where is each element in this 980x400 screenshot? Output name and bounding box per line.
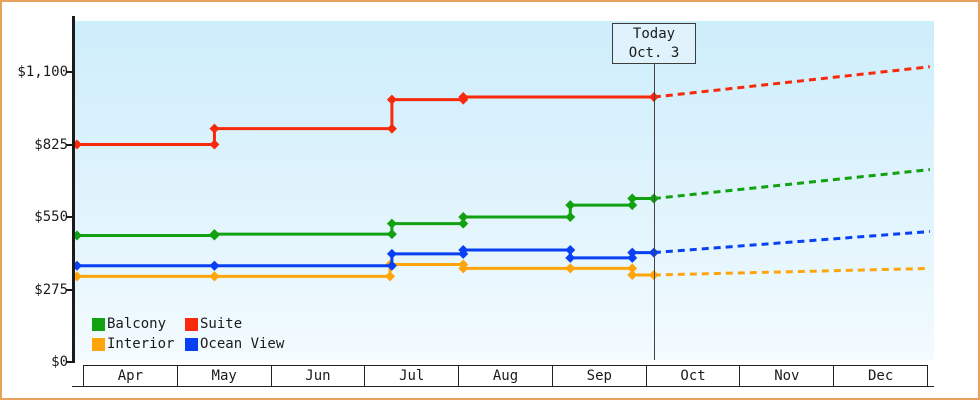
plot-area bbox=[75, 21, 934, 360]
series-marker-ocean-view bbox=[627, 252, 638, 263]
series-projection-balcony bbox=[653, 168, 931, 201]
legend-item-balcony: Balcony bbox=[92, 314, 185, 334]
series-marker-balcony bbox=[627, 200, 638, 211]
month-cell-jul: Jul bbox=[364, 366, 459, 386]
series-line-suite bbox=[76, 95, 654, 146]
legend-label: Ocean View bbox=[200, 336, 285, 352]
month-label: Nov bbox=[774, 368, 800, 384]
series-marker-ocean-view bbox=[565, 244, 576, 255]
series-marker-balcony bbox=[565, 200, 576, 211]
series-marker-interior bbox=[209, 271, 220, 282]
series-marker-suite bbox=[386, 123, 397, 134]
series-marker-ocean-view bbox=[386, 248, 397, 259]
series-marker-balcony bbox=[386, 229, 397, 240]
series-marker-balcony bbox=[209, 229, 220, 240]
series-marker-ocean-view bbox=[627, 247, 638, 258]
y-axis-line bbox=[72, 16, 75, 363]
month-cell-nov: Nov bbox=[739, 366, 834, 386]
y-axis-tick bbox=[66, 71, 73, 73]
legend-swatch-icon bbox=[92, 337, 105, 351]
today-flag-line2: Oct. 3 bbox=[628, 45, 680, 61]
y-axis-tick bbox=[66, 361, 73, 363]
legend-item-interior: Interior bbox=[92, 334, 185, 354]
legend-label: Suite bbox=[200, 316, 243, 332]
y-axis-label: $275 bbox=[34, 281, 68, 298]
series-marker-balcony bbox=[458, 218, 469, 229]
series-marker-interior bbox=[458, 263, 469, 274]
y-axis-tick bbox=[66, 216, 73, 218]
series-marker-balcony bbox=[565, 212, 576, 222]
legend: Balcony Suite Interior Ocean View bbox=[92, 314, 284, 354]
y-axis-label: $0 bbox=[51, 354, 68, 370]
series-marker-balcony bbox=[648, 193, 659, 204]
today-flag: Today Oct. 3 bbox=[612, 23, 696, 64]
month-label: Sep bbox=[586, 368, 612, 384]
series-marker-balcony bbox=[386, 218, 397, 229]
legend-label: Balcony bbox=[107, 316, 167, 332]
month-label: Jul bbox=[399, 368, 425, 384]
month-label: Apr bbox=[117, 368, 144, 384]
series-marker-ocean-view bbox=[565, 252, 576, 263]
today-flag-line1: Today bbox=[632, 26, 676, 42]
month-label: Aug bbox=[492, 368, 519, 384]
y-axis-label: $825 bbox=[34, 136, 68, 153]
series-marker-suite bbox=[209, 139, 220, 150]
series-marker-ocean-view bbox=[458, 244, 469, 255]
series-marker-interior bbox=[565, 263, 576, 274]
series-marker-suite bbox=[386, 94, 397, 105]
y-axis-tick bbox=[66, 143, 73, 146]
month-cell-jun: Jun bbox=[270, 366, 365, 386]
series-marker-suite bbox=[648, 92, 659, 103]
legend-swatch-icon bbox=[185, 317, 198, 331]
month-cell-aug: Aug bbox=[458, 366, 552, 386]
legend-item-suite: Suite bbox=[185, 314, 284, 334]
month-label: Dec bbox=[867, 368, 894, 384]
x-axis-bottom-line bbox=[72, 386, 934, 387]
series-marker-interior bbox=[648, 270, 659, 280]
x-axis-month-band: Apr May Jun Jul Aug Sep Oct Nov Dec bbox=[83, 365, 928, 386]
series-projection-interior bbox=[653, 266, 930, 277]
month-cell-apr: Apr bbox=[84, 366, 177, 386]
series-marker-ocean-view bbox=[386, 260, 397, 271]
legend-swatch-icon bbox=[185, 337, 198, 351]
series-projection-ocean-view bbox=[653, 230, 931, 255]
series-marker-interior bbox=[627, 263, 638, 274]
month-cell-may: May bbox=[176, 366, 271, 386]
y-axis-tick bbox=[66, 288, 73, 291]
today-marker-line bbox=[654, 64, 655, 360]
legend-swatch-icon bbox=[92, 317, 105, 331]
legend-item-ocean-view: Ocean View bbox=[185, 334, 284, 354]
y-axis-label: $550 bbox=[34, 209, 68, 225]
month-cell-sep: Sep bbox=[551, 366, 646, 386]
series-projection-suite bbox=[653, 65, 931, 99]
series-marker-suite bbox=[458, 92, 469, 103]
month-cell-oct: Oct bbox=[645, 366, 740, 386]
series-marker-suite bbox=[209, 123, 220, 134]
series-marker-balcony bbox=[627, 193, 638, 204]
legend-label: Interior bbox=[107, 336, 175, 352]
series-marker-ocean-view bbox=[648, 247, 659, 258]
series-marker-interior bbox=[385, 271, 396, 282]
month-label: May bbox=[211, 368, 237, 384]
y-axis-label: $1,100 bbox=[17, 64, 68, 80]
month-label: Oct bbox=[680, 368, 706, 384]
series-marker-ocean-view bbox=[209, 260, 220, 271]
month-cell-dec: Dec bbox=[833, 366, 928, 386]
series-marker-interior bbox=[627, 270, 638, 280]
month-label: Jun bbox=[305, 368, 331, 384]
series-marker-balcony bbox=[458, 212, 469, 222]
